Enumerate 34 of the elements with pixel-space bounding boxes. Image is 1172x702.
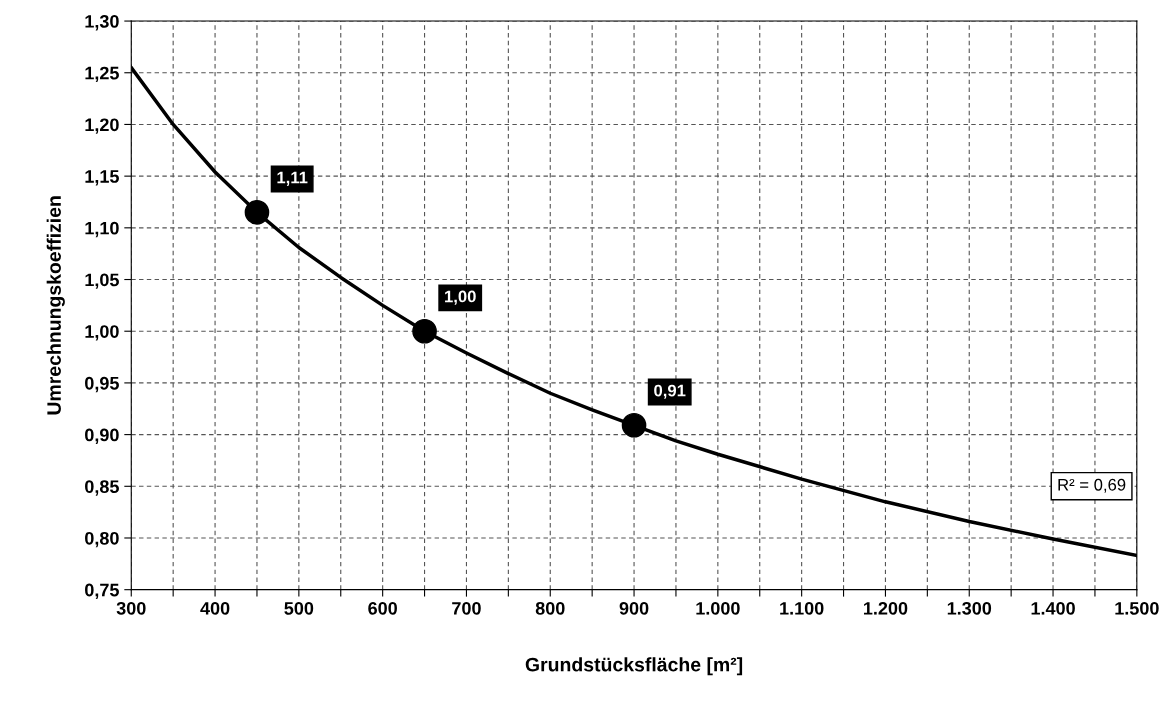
x-tick-label: 1.500 <box>1115 601 1159 615</box>
x-tick-label: 1.000 <box>696 601 740 615</box>
x-tick-label: 300 <box>116 601 146 615</box>
annotation: R² = 0,69 <box>1058 478 1126 493</box>
data-label: 0,91 <box>654 384 686 399</box>
x-tick-label: 1.300 <box>947 601 992 615</box>
x-tick-label: 600 <box>368 601 397 615</box>
x-tick-label: 700 <box>452 601 481 615</box>
y-tick-label: 0,80 <box>85 531 119 548</box>
y-tick-label: 0,95 <box>85 376 119 393</box>
data-label: 1,00 <box>445 290 476 305</box>
point <box>621 412 647 438</box>
x-tick-label: 1.100 <box>780 601 824 615</box>
x-axis-title: Grundstücksfläche [m²] <box>525 657 743 676</box>
y-tick-label: 1,10 <box>85 221 119 238</box>
y-axis-title: Umrechnungskoeffizien <box>46 196 65 415</box>
y-tick-label: 1,20 <box>85 118 119 134</box>
x-tick-label: 1.400 <box>1031 601 1075 615</box>
point <box>412 318 437 344</box>
y-tick-label: 0,90 <box>85 428 119 444</box>
y-tick-label: 1,05 <box>85 273 119 289</box>
x-tick-label: 400 <box>200 601 230 615</box>
y-tick-label: 1,30 <box>85 14 119 31</box>
y-tick-label: 1,25 <box>85 66 119 83</box>
y-tick-label: 1,00 <box>85 325 119 341</box>
y-tick-label: 0,85 <box>85 480 119 496</box>
x-tick-label: 1.200 <box>863 601 908 615</box>
y-tick-label: 1,15 <box>85 170 119 186</box>
x-tick-label: 500 <box>284 601 314 615</box>
x-tick-label: 900 <box>619 601 649 615</box>
data-label: 1,11 <box>277 171 308 186</box>
x-tick-label: 800 <box>535 601 565 615</box>
point <box>244 200 270 225</box>
y-tick-label: 0,75 <box>85 583 119 600</box>
